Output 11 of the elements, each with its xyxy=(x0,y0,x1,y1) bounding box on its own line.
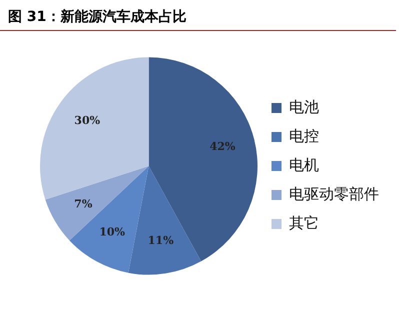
legend-label: 电驱动零部件 xyxy=(289,184,379,203)
legend-label: 电控 xyxy=(289,126,319,145)
legend-label: 电机 xyxy=(289,156,319,174)
data-label: 30% xyxy=(74,114,101,128)
legend-label: 电池 xyxy=(289,98,319,116)
data-label: 7% xyxy=(74,198,93,211)
legend-label: 其它 xyxy=(289,214,319,232)
data-label: 10% xyxy=(99,226,126,239)
data-label: 11% xyxy=(148,234,174,248)
chart-title: 图 31：新能源汽车成本占比 xyxy=(0,0,396,31)
data-label: 42% xyxy=(210,140,236,153)
